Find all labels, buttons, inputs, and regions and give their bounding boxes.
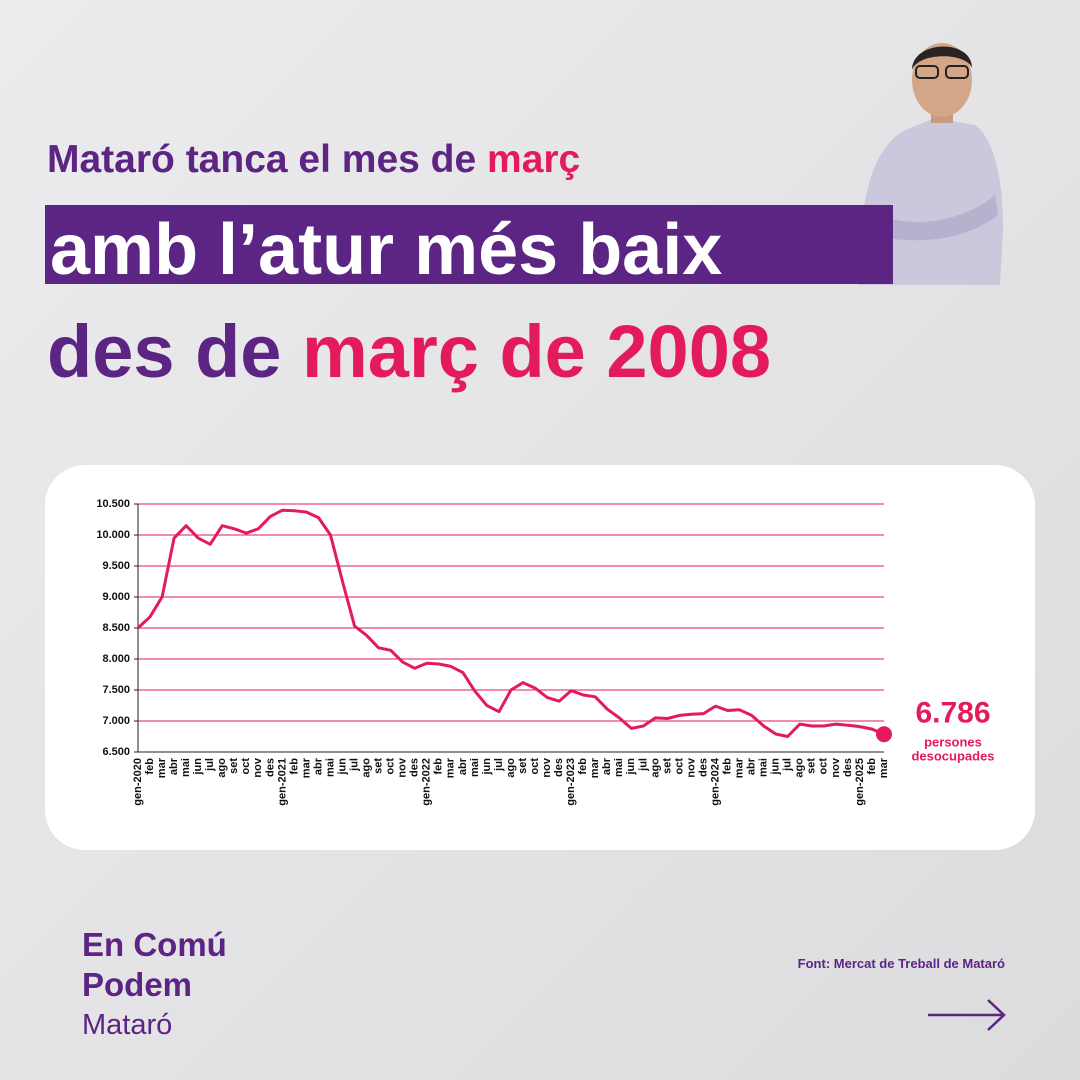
y-tick-label: 7.000 — [102, 715, 130, 727]
x-tick-label: mar — [156, 757, 168, 778]
x-tick-label: oct — [240, 758, 252, 775]
source: Font: Mercat de Treball de Mataró — [798, 956, 1005, 971]
y-tick-label: 6.500 — [102, 746, 130, 758]
x-tick-label: mai — [324, 758, 336, 777]
x-tick-label: ago — [649, 758, 661, 778]
x-tick-label: gen-2021 — [276, 758, 288, 806]
x-tick-label: gen-2020 — [132, 758, 144, 806]
x-tick-label: set — [661, 758, 673, 774]
x-tick-label: mar — [878, 757, 890, 778]
annotation: desocupades — [911, 748, 994, 763]
x-tick-label: nov — [541, 757, 553, 777]
data-line — [136, 508, 885, 738]
x-tick-label: set — [228, 758, 240, 774]
y-tick-label: 8.000 — [102, 653, 130, 665]
next-arrow[interactable] — [928, 999, 1006, 1031]
x-tick-label: mar — [734, 757, 746, 778]
x-tick-label: feb — [433, 758, 445, 775]
y-tick-label: 9.500 — [102, 560, 130, 572]
x-tick-label: ago — [505, 758, 517, 778]
x-tick-label: feb — [288, 758, 300, 775]
x-tick-label: mai — [758, 758, 770, 777]
logo-text: En Comú — [82, 926, 227, 963]
x-tick-label: mar — [589, 757, 601, 778]
x-tick-label: des — [697, 758, 709, 777]
x-tick-label: gen-2023 — [565, 758, 577, 806]
data-point — [876, 726, 892, 743]
logo-text: Podem — [82, 966, 192, 1003]
x-tick-label: nov — [252, 757, 264, 777]
x-tick-label: gen-2025 — [854, 758, 866, 806]
x-tick-label: feb — [866, 758, 878, 775]
x-tick-label: jul — [348, 758, 360, 772]
y-tick-label: 8.500 — [102, 622, 130, 634]
x-tick-label: des — [553, 758, 565, 777]
x-tick-label: abr — [312, 757, 324, 775]
headline-line1: Mataró tanca el mes de març — [47, 138, 580, 181]
chart: 6.500 7.000 7.500 8.000 8.500 9.000 9.500 10.00… — [96, 498, 994, 806]
x-tick-label: des — [842, 758, 854, 777]
x-tick-label: gen-2024 — [709, 757, 721, 806]
x-tick-label: set — [517, 758, 529, 774]
x-tick-label: jun — [625, 758, 637, 776]
x-tick-label: jun — [481, 758, 493, 776]
x-tick-label: abr — [746, 757, 758, 775]
x-tick-label: mar — [300, 757, 312, 778]
x-tick-label: jul — [204, 758, 216, 772]
y-tick-label: 10.000 — [96, 529, 130, 541]
x-tick-label: ago — [794, 758, 806, 778]
x-tick-label: mai — [180, 758, 192, 777]
x-tick-label: set — [806, 758, 818, 774]
x-tick-label: nov — [830, 757, 842, 777]
x-tick-label: des — [264, 758, 276, 777]
x-tick-label: jun — [336, 758, 348, 776]
x-tick-label: mar — [445, 757, 457, 778]
headline-text: Mataró tanca el mes de — [47, 138, 487, 181]
x-tick-label: oct — [673, 758, 685, 775]
x-tick-label: ago — [361, 758, 373, 778]
photo — [858, 43, 1003, 285]
x-tick-label: abr — [457, 757, 469, 775]
x-tick-label: jul — [493, 758, 505, 772]
x-tick-label: ago — [216, 758, 228, 778]
x-tick-label: oct — [818, 758, 830, 775]
x-tick-label: set — [373, 758, 385, 774]
x-tick-label: des — [409, 758, 421, 777]
x-tick-label: oct — [529, 758, 541, 775]
headline-line2: amb l’atur més baix — [50, 210, 722, 290]
headline-highlight: març de 2008 — [302, 310, 771, 393]
headline-text: des de — [47, 310, 302, 393]
x-tick-label: nov — [397, 757, 409, 777]
x-tick-label: feb — [721, 758, 733, 775]
x-tick-label: oct — [385, 758, 397, 775]
value-label: 6.786 — [915, 696, 990, 729]
x-tick-label: mai — [613, 758, 625, 777]
x-tick-label: gen-2022 — [421, 758, 433, 806]
annotation: persones — [924, 734, 982, 749]
x-tick-label: jun — [192, 758, 204, 776]
headline-band — [45, 205, 893, 284]
x-tick-label: jul — [782, 758, 794, 772]
x-tick-label: jul — [637, 758, 649, 772]
x-tick-label: jun — [770, 758, 782, 776]
headline-line3: des de març de 2008 — [47, 310, 771, 393]
x-tick-label: abr — [168, 757, 180, 775]
y-tick-label: 9.000 — [102, 591, 130, 603]
y-tick-label: 7.500 — [102, 684, 130, 696]
headline-highlight: març — [487, 138, 580, 181]
y-tick-label: 10.500 — [96, 498, 130, 510]
x-tick-label: mai — [469, 758, 481, 777]
x-tick-label: feb — [577, 758, 589, 775]
chart-card — [45, 465, 1035, 850]
logo-text: Mataró — [82, 1009, 172, 1041]
x-tick-label: feb — [144, 758, 156, 775]
x-tick-label: nov — [685, 757, 697, 777]
x-tick-label: abr — [601, 757, 613, 775]
